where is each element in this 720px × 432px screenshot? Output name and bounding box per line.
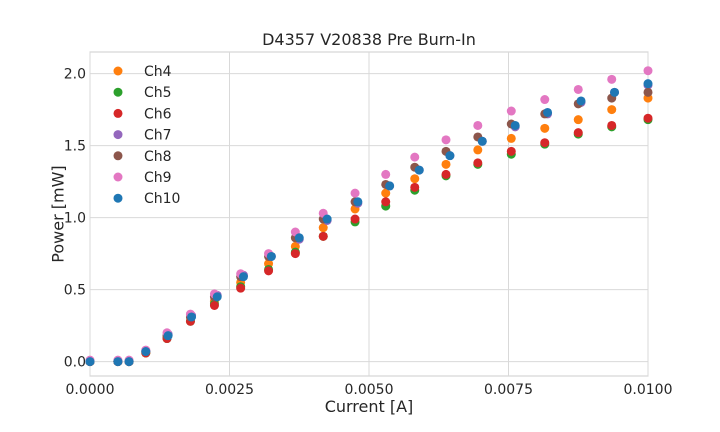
data-point <box>441 169 451 179</box>
data-point <box>643 66 653 76</box>
data-point <box>264 266 274 276</box>
data-point <box>85 357 95 367</box>
data-point <box>543 107 553 117</box>
data-point <box>163 331 173 341</box>
chart-title: D4357 V20838 Pre Burn-In <box>262 30 476 49</box>
data-point <box>236 283 246 293</box>
x-axis-label: Current [A] <box>325 397 414 416</box>
legend-marker <box>113 108 123 118</box>
legend-label: Ch8 <box>144 149 172 165</box>
data-point <box>506 146 516 156</box>
data-point <box>506 133 516 143</box>
data-point <box>381 197 391 207</box>
legend-marker <box>113 151 123 161</box>
data-point <box>540 95 550 105</box>
y-tick-label: 1.5 <box>64 139 86 155</box>
data-point <box>141 347 151 357</box>
x-tick-label: 0.0025 <box>205 382 254 398</box>
x-tick-label: 0.0000 <box>66 382 115 398</box>
data-point <box>573 128 583 138</box>
data-point <box>410 152 420 162</box>
data-point <box>510 120 520 130</box>
legend-item: Ch6 <box>113 106 172 122</box>
data-point <box>473 145 483 155</box>
y-tick-label: 0.5 <box>64 283 86 299</box>
data-point <box>540 138 550 148</box>
legend: Ch4 Ch5 Ch6 Ch7 Ch8 Ch9 Ch10 <box>113 64 180 207</box>
data-point <box>573 115 583 125</box>
legend-item: Ch5 <box>113 85 172 101</box>
legend-item: Ch9 <box>113 170 172 186</box>
legend-item: Ch8 <box>113 149 172 165</box>
grid-lines <box>89 52 649 376</box>
data-point <box>266 251 276 261</box>
series-ch10 <box>85 79 653 367</box>
y-tick-label: 1.0 <box>64 211 86 227</box>
legend-marker <box>113 66 123 76</box>
data-point <box>477 136 487 146</box>
legend-item: Ch4 <box>113 64 172 80</box>
data-point <box>414 165 424 175</box>
data-point <box>445 151 455 161</box>
data-point <box>187 312 197 322</box>
data-point <box>540 123 550 133</box>
tick-labels: 0.0000 0.0025 0.0050 0.0075 0.0100 0.0 0.5 1.0 1… <box>64 67 673 398</box>
data-point <box>350 214 360 224</box>
data-point <box>607 120 617 130</box>
legend-label: Ch4 <box>144 64 172 80</box>
legend-marker <box>113 193 123 203</box>
data-point <box>473 120 483 130</box>
y-axis-label: Power [mW] <box>49 165 68 262</box>
legend-label: Ch9 <box>144 170 172 186</box>
data-point <box>381 169 391 179</box>
x-tick-label: 0.0100 <box>624 382 673 398</box>
data-point <box>238 272 248 282</box>
data-point <box>318 223 328 233</box>
legend-item: Ch7 <box>113 128 172 144</box>
y-tick-label: 2.0 <box>64 67 86 83</box>
data-point <box>381 188 391 198</box>
data-point <box>607 105 617 115</box>
data-point <box>441 135 451 145</box>
y-tick-label: 0.0 <box>64 355 86 371</box>
data-point <box>473 158 483 168</box>
data-point <box>294 233 304 243</box>
x-tick-label: 0.0075 <box>484 382 533 398</box>
data-point <box>322 214 332 224</box>
legend-item: Ch10 <box>113 191 180 207</box>
data-point <box>113 357 123 367</box>
data-point <box>506 106 516 116</box>
data-point <box>290 249 300 259</box>
legend-label: Ch6 <box>144 106 172 122</box>
data-point <box>318 231 328 241</box>
data-point <box>610 87 620 97</box>
data-point <box>353 197 363 207</box>
data-point <box>410 182 420 192</box>
data-point <box>643 87 653 97</box>
data-point <box>643 113 653 123</box>
data-point <box>441 159 451 169</box>
data-point <box>607 74 617 84</box>
data-point <box>576 96 586 106</box>
data-point <box>212 292 222 302</box>
legend-label: Ch10 <box>144 191 180 207</box>
legend-label: Ch7 <box>144 128 172 144</box>
data-point <box>209 300 219 310</box>
x-tick-label: 0.0050 <box>345 382 394 398</box>
legend-marker <box>113 130 123 140</box>
data-point <box>350 188 360 198</box>
legend-marker <box>113 172 123 182</box>
legend-marker <box>113 87 123 97</box>
data-point <box>410 174 420 184</box>
data-point <box>643 79 653 89</box>
data-point <box>124 357 134 367</box>
data-point <box>385 181 395 191</box>
legend-label: Ch5 <box>144 85 172 101</box>
data-point <box>573 84 583 94</box>
data-points <box>85 66 653 367</box>
